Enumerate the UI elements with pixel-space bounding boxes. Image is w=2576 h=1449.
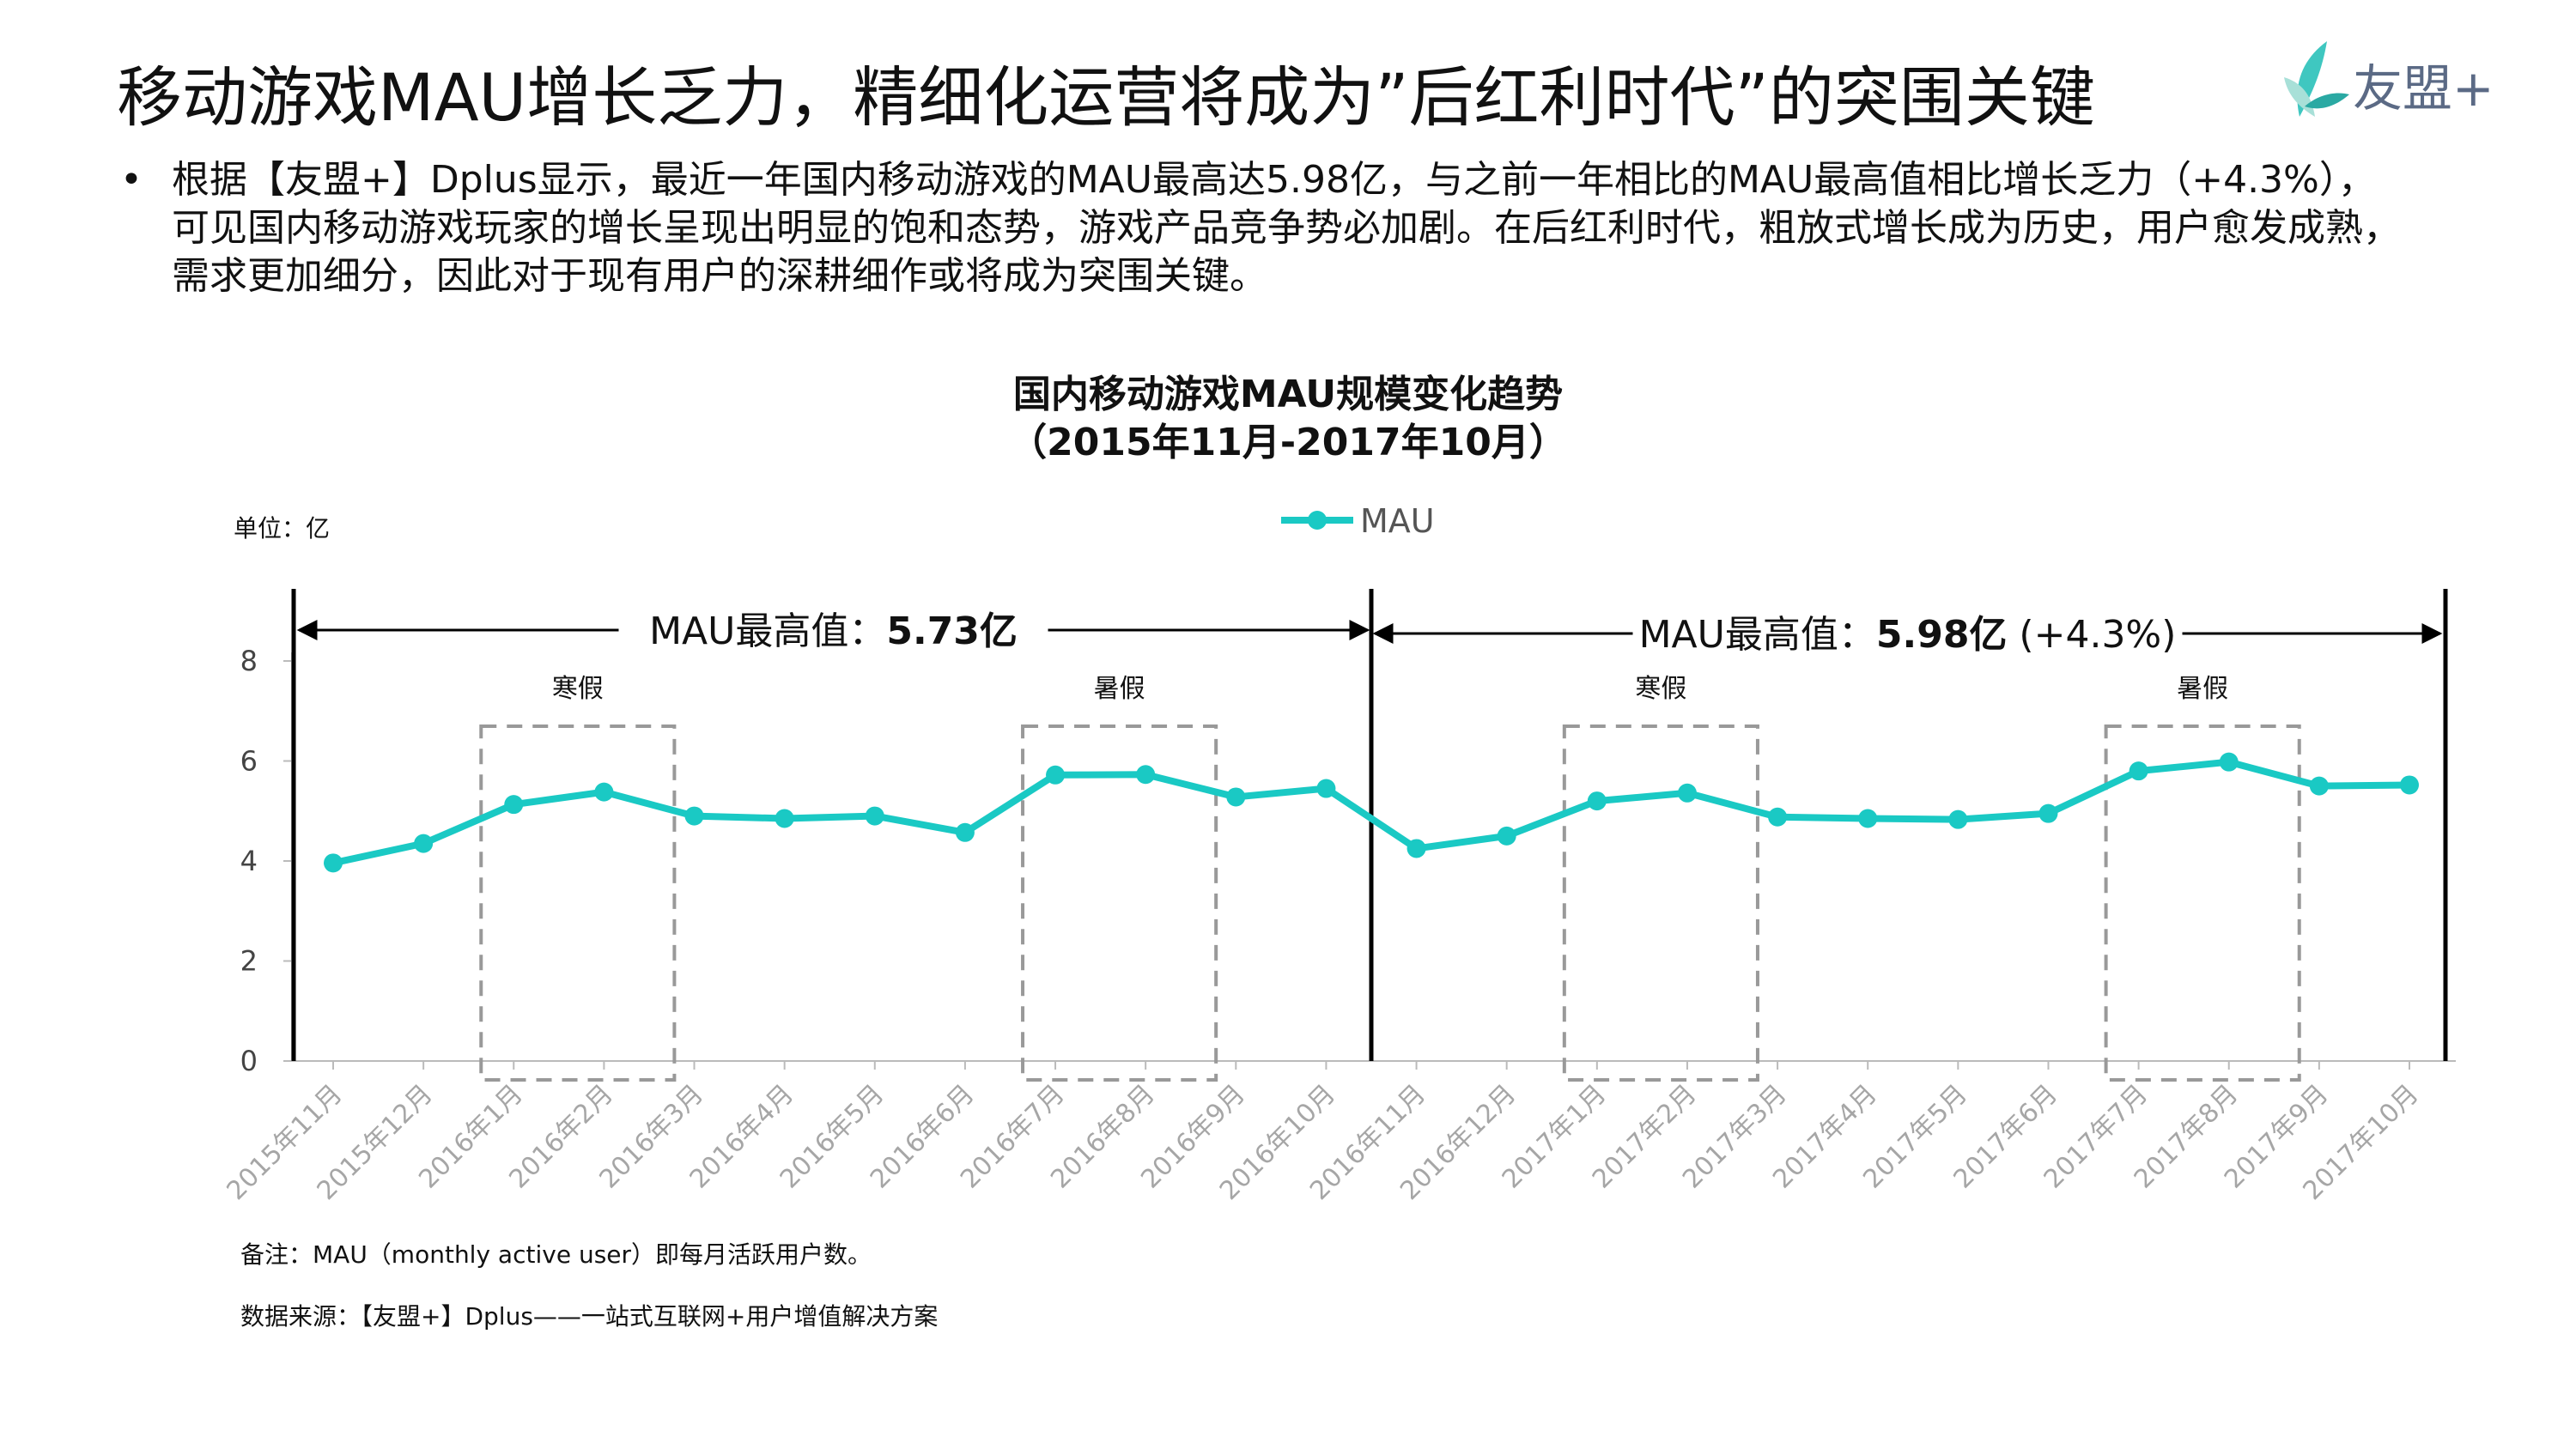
logo-leaf-icon — [2284, 41, 2349, 117]
holiday-label: 寒假 — [1635, 674, 1686, 704]
holiday-box — [479, 724, 677, 1082]
legend-label: MAU — [1360, 502, 1435, 540]
data-point — [1046, 765, 1066, 785]
data-point — [1406, 839, 1426, 858]
data-point — [684, 806, 704, 826]
data-point — [2129, 761, 2148, 781]
data-point — [1587, 791, 1607, 811]
holiday-box — [1562, 724, 1759, 1082]
data-point — [2309, 776, 2329, 796]
data-point — [1226, 787, 1246, 807]
data-point — [504, 795, 524, 815]
holiday-box — [2104, 724, 2301, 1082]
data-point — [324, 853, 343, 873]
bullet-marker: • — [120, 158, 143, 202]
data-point — [594, 782, 614, 802]
annotation-label: MAU最高值：5.98亿 (+4.3%) — [1639, 613, 2177, 657]
data-point — [2219, 752, 2239, 772]
page-title: 移动游戏MAU增长乏力，精细化运营将成为”后红利时代”的突围关键 — [117, 59, 2095, 136]
chart-title-line: 国内移动游戏MAU规模变化趋势 — [1012, 373, 1564, 416]
chart-title: 国内移动游戏MAU规模变化趋势 （2015年11月-2017年10月） — [945, 371, 1631, 467]
annotation-label: MAU最高值：5.73亿 — [649, 609, 1018, 653]
y-tick-label: 4 — [240, 845, 258, 877]
series-line-mau — [332, 758, 2410, 867]
chart-subtitle-line: （2015年11月-2017年10月） — [1009, 421, 1567, 464]
holiday-label: 寒假 — [552, 674, 604, 704]
data-point — [1136, 765, 1156, 785]
data-point — [1768, 807, 1788, 827]
data-point — [414, 834, 434, 853]
data-point — [1677, 783, 1697, 803]
holiday-label: 暑假 — [2177, 674, 2228, 704]
unit-label: 单位：亿 — [234, 514, 331, 543]
data-point — [1948, 809, 1968, 829]
holiday-label: 暑假 — [1094, 674, 1145, 704]
y-tick-label: 2 — [240, 945, 258, 978]
data-point — [865, 806, 884, 826]
data-source: 数据来源：【友盟+】Dplus——一站式互联网+用户增值解决方案 — [240, 1302, 939, 1331]
data-point — [2400, 775, 2419, 795]
y-tick-label: 0 — [240, 1045, 258, 1077]
y-tick-label: 6 — [240, 745, 258, 778]
legend-marker — [1308, 511, 1327, 530]
summary-line: 根据【友盟+】Dplus显示，最近一年国内移动游戏的MAU最高达5.98亿，与之… — [172, 158, 2376, 202]
logo-text: 友盟+ — [2353, 59, 2494, 118]
data-point — [1497, 826, 1516, 846]
data-point — [955, 822, 975, 842]
summary-line: 可见国内移动游戏玩家的增长呈现出明显的饱和态势，游戏产品竞争势必加剧。在后红利时… — [172, 206, 2401, 250]
data-point — [2038, 803, 2058, 823]
summary-line: 需求更加细分，因此对于现有用户的深耕细作或将成为突围关键。 — [172, 254, 1267, 298]
data-point — [775, 809, 794, 828]
data-point — [1858, 809, 1878, 828]
holiday-box — [1021, 724, 1218, 1082]
y-tick-label: 8 — [240, 645, 258, 677]
logo: 友盟+ — [2267, 34, 2524, 129]
data-point — [1316, 779, 1336, 798]
footnote: 备注：MAU（monthly active user）即每月活跃用户数。 — [240, 1240, 872, 1269]
